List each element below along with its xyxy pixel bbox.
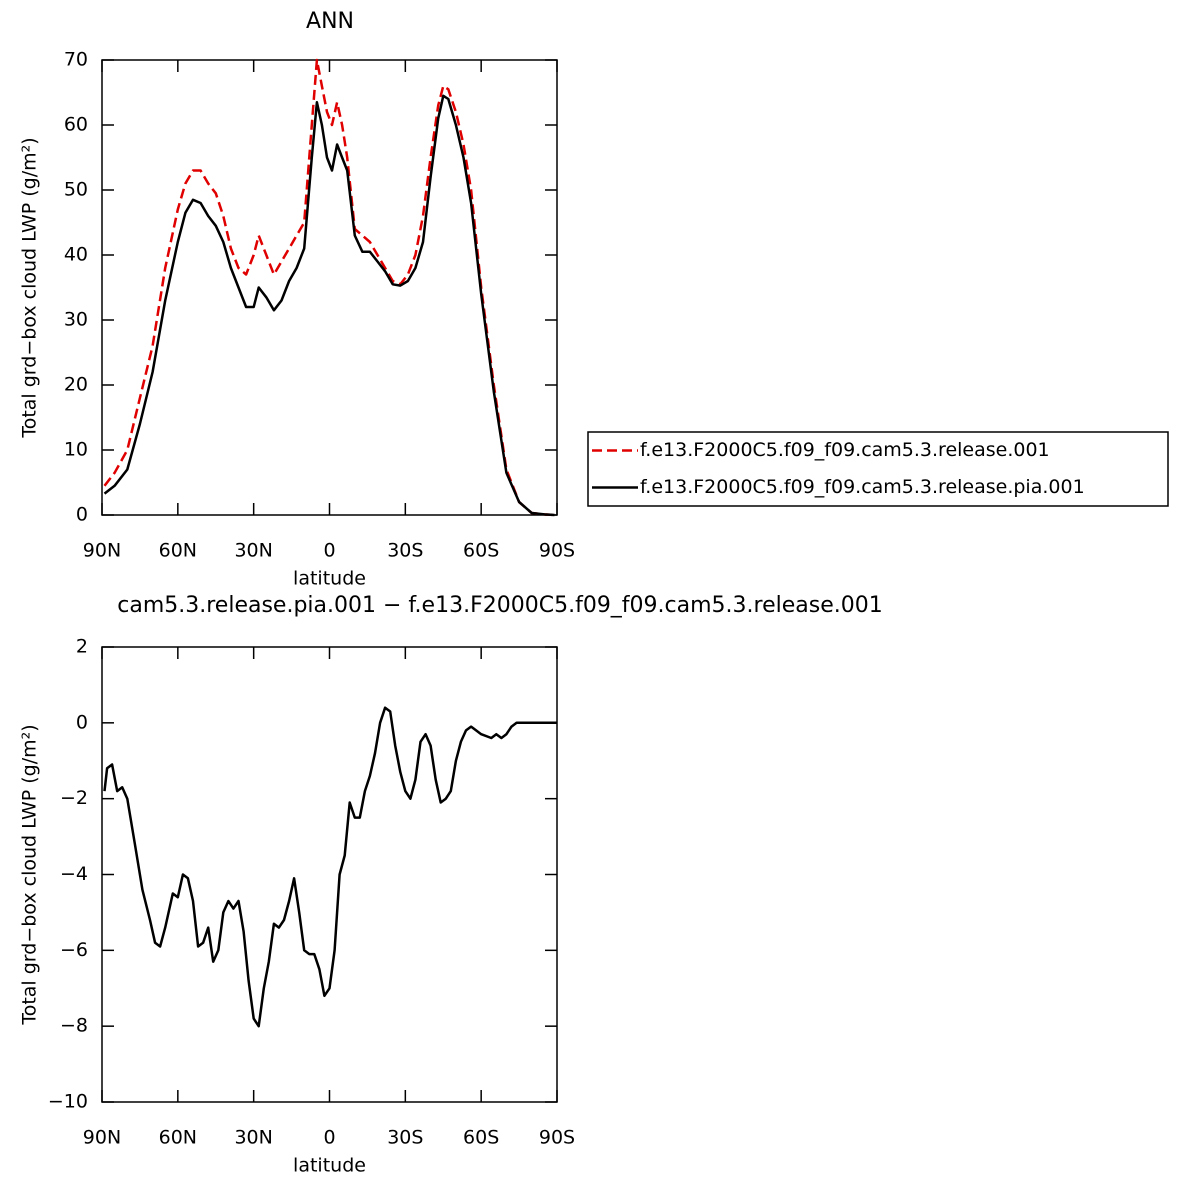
- data-line: [103, 706, 557, 1028]
- x-tick-label: 0: [323, 540, 335, 562]
- x-tick-label: 30N: [234, 540, 272, 562]
- plot-frame: [101, 59, 558, 516]
- x-tick-label: 30S: [387, 540, 423, 562]
- y-tick-label: 30: [64, 309, 88, 331]
- chart-title: ANN: [306, 9, 354, 34]
- x-tick-label: 0: [323, 1127, 335, 1149]
- x-axis-label: latitude: [293, 568, 366, 590]
- data-line: [103, 94, 555, 517]
- y-tick-label: −8: [60, 1015, 88, 1037]
- y-tick-label: −2: [60, 787, 88, 809]
- y-tick-label: 40: [64, 244, 88, 266]
- x-tick-label: 60S: [463, 1127, 499, 1149]
- y-tick-label: 0: [76, 711, 88, 733]
- x-tick-label: 90S: [539, 540, 575, 562]
- y-tick-label: 2: [76, 636, 88, 658]
- y-tick-label: 50: [64, 179, 88, 201]
- legend-label: f.e13.F2000C5.f09_f09.cam5.3.release.pia…: [640, 476, 1085, 498]
- x-tick-label: 30N: [234, 1127, 272, 1149]
- y-axis-label: Total grd−box cloud LWP (g/m²): [19, 137, 41, 438]
- y-tick-label: 0: [76, 504, 88, 526]
- x-tick-label: 60N: [159, 540, 197, 562]
- x-tick-label: 90S: [539, 1127, 575, 1149]
- x-tick-label: 90N: [83, 540, 121, 562]
- y-tick-label: −6: [60, 939, 88, 961]
- chart-title: cam5.3.release.pia.001 − f.e13.F2000C5.f…: [117, 593, 883, 618]
- data-line: [103, 58, 555, 517]
- plot-frame: [101, 646, 558, 1103]
- y-tick-label: −10: [48, 1091, 88, 1113]
- y-axis-label: Total grd−box cloud LWP (g/m²): [19, 724, 41, 1025]
- y-tick-label: 20: [64, 374, 88, 396]
- y-tick-label: 10: [64, 439, 88, 461]
- y-tick-label: 70: [64, 49, 88, 71]
- legend-label: f.e13.F2000C5.f09_f09.cam5.3.release.001: [640, 439, 1050, 461]
- y-tick-label: −4: [60, 863, 88, 885]
- x-tick-label: 30S: [387, 1127, 423, 1149]
- legend-box: [587, 431, 1169, 507]
- x-tick-label: 60N: [159, 1127, 197, 1149]
- x-tick-label: 90N: [83, 1127, 121, 1149]
- y-tick-label: 60: [64, 114, 88, 136]
- x-axis-label: latitude: [293, 1155, 366, 1177]
- x-tick-label: 60S: [463, 540, 499, 562]
